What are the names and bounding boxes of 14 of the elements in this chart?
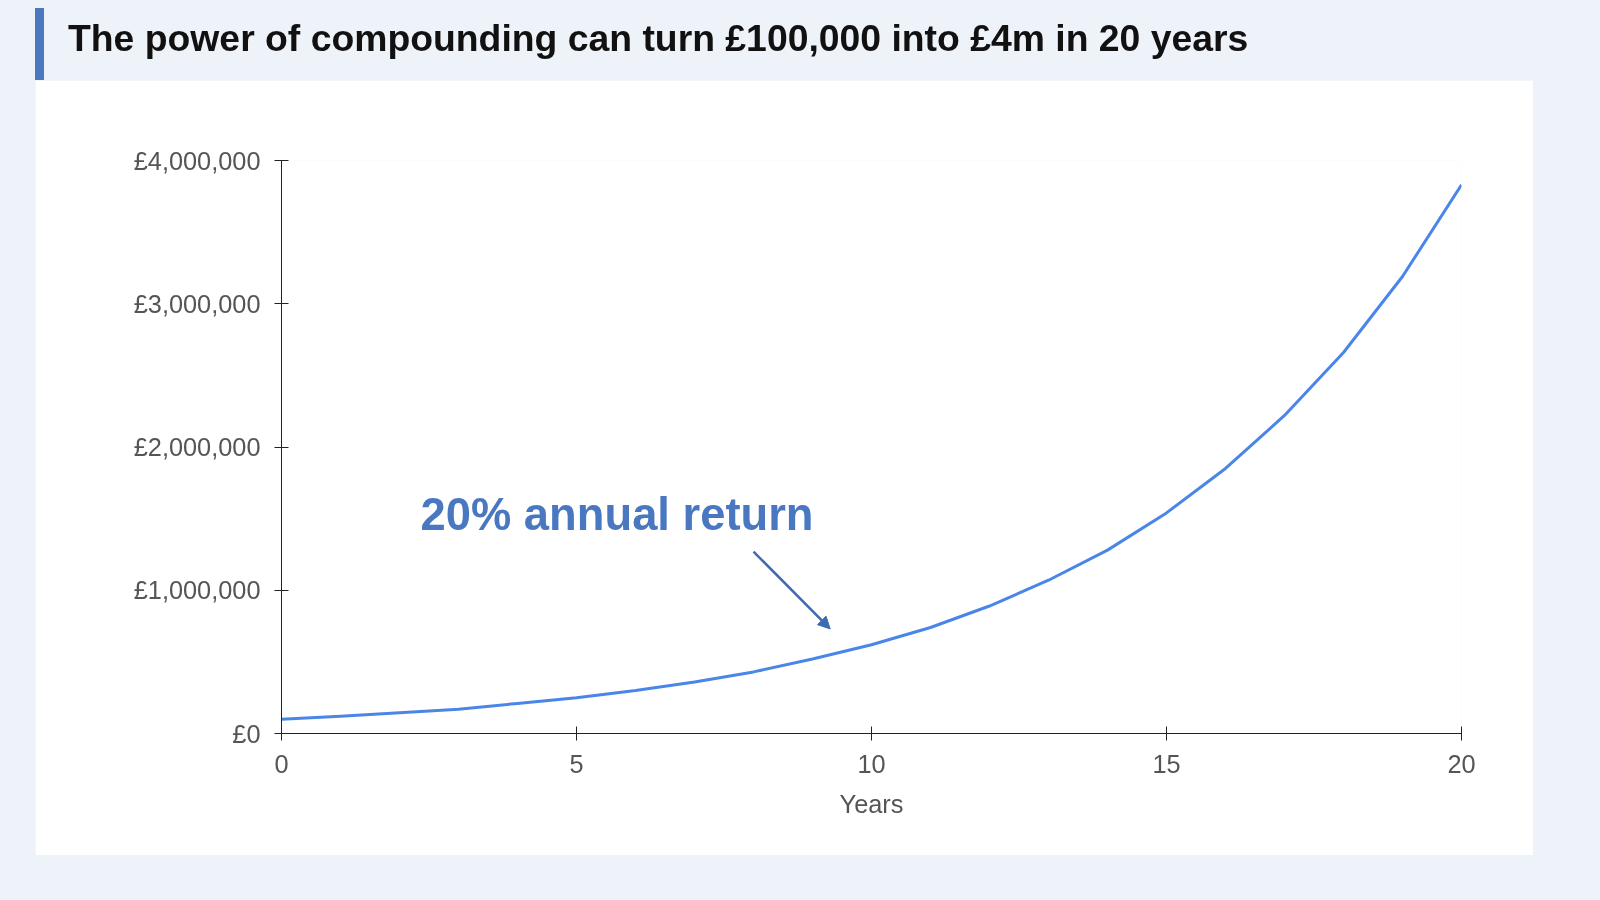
annotation: 20% annual return bbox=[420, 489, 814, 541]
y-tick-label: £3,000,000 bbox=[133, 289, 261, 318]
x-axis-title: Years bbox=[839, 789, 904, 818]
y-tick-label: £4,000,000 bbox=[133, 146, 261, 175]
y-tick-label: £2,000,000 bbox=[133, 433, 261, 461]
x-tick-label: 10 bbox=[857, 749, 886, 778]
chart-title: The power of compounding can turn £100,000 into £4m in 20 years bbox=[68, 16, 1249, 61]
y-tick-label: £0 bbox=[232, 719, 261, 748]
x-tick-label: 15 bbox=[1152, 749, 1181, 778]
x-tick-label: 20 bbox=[1447, 749, 1476, 778]
line-series bbox=[281, 183, 1462, 721]
y-tick-label: £1,000,000 bbox=[133, 576, 261, 605]
x-tick-label: 0 bbox=[274, 749, 289, 778]
x-tick-label: 5 bbox=[569, 749, 584, 778]
